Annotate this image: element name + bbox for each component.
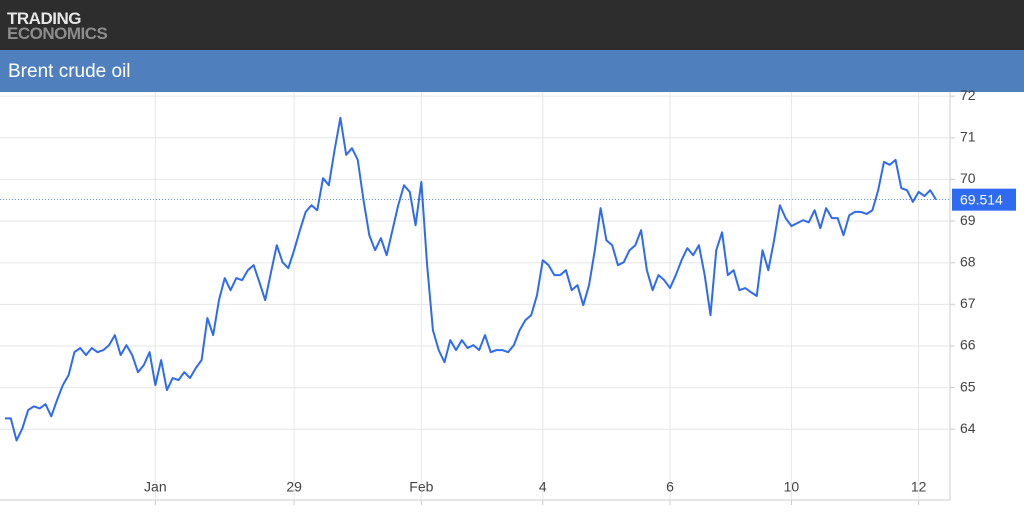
x-tick-label: 6 bbox=[666, 479, 674, 495]
x-tick-label: Jan bbox=[144, 479, 167, 495]
last-value-box bbox=[952, 188, 1016, 211]
plot-background bbox=[0, 92, 1024, 513]
logo: TRADING bbox=[7, 9, 81, 28]
chart-title: Brent crude oil bbox=[8, 61, 131, 82]
top-bar: TRADING ECONOMICS bbox=[0, 0, 1024, 50]
y-tick-label: 64 bbox=[960, 420, 976, 436]
y-tick-label: 70 bbox=[960, 170, 976, 186]
x-tick-label: Feb bbox=[409, 479, 433, 495]
logo: ECONOMICS bbox=[7, 24, 108, 43]
y-tick-label: 67 bbox=[960, 295, 976, 311]
y-tick-label: 71 bbox=[960, 128, 976, 144]
y-tick-label: 66 bbox=[960, 337, 976, 353]
price-line bbox=[5, 116, 937, 442]
x-tick-label: 12 bbox=[911, 479, 927, 495]
y-tick-label: 65 bbox=[960, 378, 976, 394]
x-tick-label: 4 bbox=[539, 479, 547, 495]
x-tick-label: 10 bbox=[784, 479, 800, 495]
y-tick-label: 72 bbox=[960, 87, 976, 103]
last-value-label: 69.514 bbox=[960, 191, 1003, 207]
x-tick-label: 29 bbox=[286, 479, 302, 495]
y-tick-label: 68 bbox=[960, 253, 976, 269]
y-tick-label: 69 bbox=[960, 212, 976, 228]
title-bar bbox=[0, 50, 1024, 92]
